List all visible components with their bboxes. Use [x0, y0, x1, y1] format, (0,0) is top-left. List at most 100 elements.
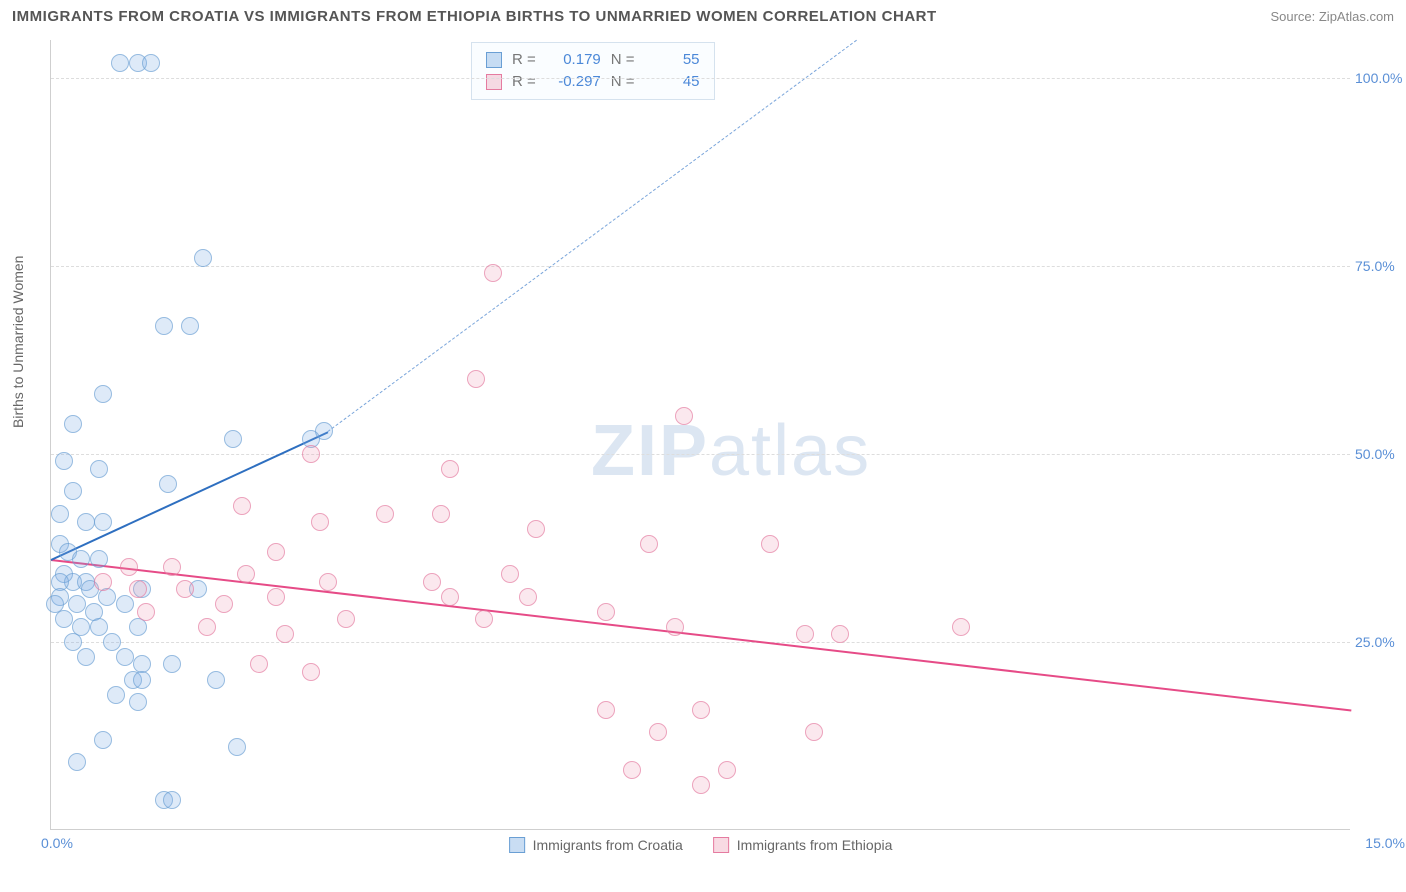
- scatter-point: [337, 610, 355, 628]
- scatter-point: [319, 573, 337, 591]
- chart-header: IMMIGRANTS FROM CROATIA VS IMMIGRANTS FR…: [12, 8, 1394, 25]
- scatter-chart: ZIPatlas R = 0.179 N = 55 R = -0.297 N =…: [50, 40, 1350, 830]
- scatter-point: [116, 595, 134, 613]
- n-label: N =: [611, 49, 635, 71]
- scatter-point: [666, 618, 684, 636]
- scatter-point: [137, 603, 155, 621]
- gridline: [51, 78, 1350, 79]
- corr-row-blue: R = 0.179 N = 55: [486, 49, 700, 71]
- scatter-point: [376, 505, 394, 523]
- legend-swatch-pink-icon: [713, 837, 729, 853]
- scatter-point: [623, 761, 641, 779]
- scatter-point: [94, 513, 112, 531]
- n-label: N =: [611, 71, 635, 93]
- scatter-point: [597, 603, 615, 621]
- legend: Immigrants from Croatia Immigrants from …: [509, 837, 893, 853]
- scatter-point: [432, 505, 450, 523]
- scatter-point: [952, 618, 970, 636]
- legend-item-ethiopia: Immigrants from Ethiopia: [713, 837, 893, 853]
- y-tick-label: 75.0%: [1355, 258, 1405, 274]
- scatter-point: [94, 573, 112, 591]
- r-value: -0.297: [546, 71, 601, 93]
- scatter-point: [649, 723, 667, 741]
- scatter-point: [94, 731, 112, 749]
- scatter-point: [276, 625, 294, 643]
- chart-title: IMMIGRANTS FROM CROATIA VS IMMIGRANTS FR…: [12, 8, 937, 25]
- scatter-point: [441, 460, 459, 478]
- scatter-point: [198, 618, 216, 636]
- scatter-point: [228, 738, 246, 756]
- scatter-point: [302, 445, 320, 463]
- corr-row-pink: R = -0.297 N = 45: [486, 71, 700, 93]
- scatter-point: [233, 497, 251, 515]
- scatter-point: [68, 753, 86, 771]
- scatter-point: [51, 505, 69, 523]
- scatter-point: [805, 723, 823, 741]
- scatter-point: [237, 565, 255, 583]
- scatter-point: [103, 633, 121, 651]
- scatter-point: [194, 249, 212, 267]
- scatter-point: [94, 385, 112, 403]
- scatter-point: [64, 415, 82, 433]
- legend-label: Immigrants from Croatia: [533, 837, 683, 853]
- scatter-point: [116, 648, 134, 666]
- gridline: [51, 266, 1350, 267]
- scatter-point: [311, 513, 329, 531]
- scatter-point: [133, 671, 151, 689]
- scatter-point: [315, 422, 333, 440]
- y-tick-label: 50.0%: [1355, 446, 1405, 462]
- r-label: R =: [512, 49, 536, 71]
- scatter-point: [107, 686, 125, 704]
- gridline: [51, 642, 1350, 643]
- scatter-point: [267, 588, 285, 606]
- scatter-point: [692, 701, 710, 719]
- scatter-point: [501, 565, 519, 583]
- scatter-point: [527, 520, 545, 538]
- r-label: R =: [512, 71, 536, 93]
- x-tick-0: 0.0%: [41, 835, 73, 851]
- scatter-point: [250, 655, 268, 673]
- scatter-point: [129, 580, 147, 598]
- scatter-point: [155, 317, 173, 335]
- scatter-point: [796, 625, 814, 643]
- scatter-point: [77, 513, 95, 531]
- scatter-point: [215, 595, 233, 613]
- n-value: 45: [645, 71, 700, 93]
- scatter-point: [64, 633, 82, 651]
- scatter-point: [224, 430, 242, 448]
- scatter-point: [692, 776, 710, 794]
- scatter-point: [640, 535, 658, 553]
- scatter-point: [831, 625, 849, 643]
- y-tick-label: 25.0%: [1355, 634, 1405, 650]
- gridline: [51, 454, 1350, 455]
- n-value: 55: [645, 49, 700, 71]
- trend-line: [51, 431, 329, 561]
- scatter-point: [181, 317, 199, 335]
- scatter-point: [267, 543, 285, 561]
- scatter-point: [207, 671, 225, 689]
- scatter-point: [90, 550, 108, 568]
- scatter-point: [120, 558, 138, 576]
- scatter-point: [302, 663, 320, 681]
- source-label: Source: ZipAtlas.com: [1270, 9, 1394, 24]
- scatter-point: [72, 550, 90, 568]
- scatter-point: [90, 460, 108, 478]
- swatch-blue-icon: [486, 52, 502, 68]
- x-tick-15: 15.0%: [1365, 835, 1405, 851]
- scatter-point: [142, 54, 160, 72]
- scatter-point: [111, 54, 129, 72]
- scatter-point: [68, 595, 86, 613]
- scatter-point: [64, 482, 82, 500]
- swatch-pink-icon: [486, 74, 502, 90]
- scatter-point: [441, 588, 459, 606]
- scatter-point: [597, 701, 615, 719]
- scatter-point: [176, 580, 194, 598]
- scatter-point: [90, 618, 108, 636]
- scatter-point: [163, 558, 181, 576]
- scatter-point: [423, 573, 441, 591]
- scatter-point: [519, 588, 537, 606]
- scatter-point: [129, 693, 147, 711]
- scatter-point: [675, 407, 693, 425]
- r-value: 0.179: [546, 49, 601, 71]
- scatter-point: [163, 655, 181, 673]
